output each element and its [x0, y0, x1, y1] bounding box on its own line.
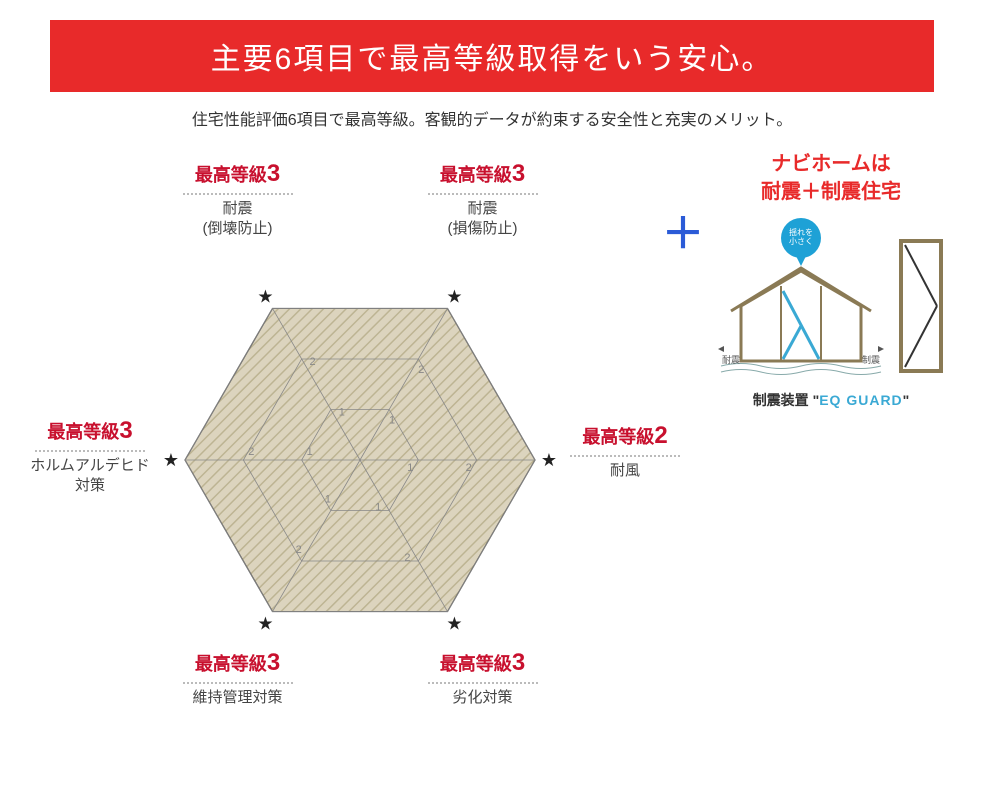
dotted-divider — [35, 450, 145, 452]
svg-text:揺れを小さく: 揺れを小さく — [789, 227, 813, 246]
grade: 最高等級3 — [153, 647, 323, 678]
axis-label: 最高等級3 維持管理対策 — [153, 647, 323, 708]
ring-label: 1 — [325, 493, 331, 505]
star-icon: ★ — [257, 286, 273, 306]
grade: 最高等級2 — [540, 420, 710, 451]
subtitle: 住宅性能評価6項目で最高等級。客観的データが約束する安全性と充実のメリット。 — [0, 106, 984, 130]
ring-label: 2 — [404, 552, 410, 564]
dotted-divider — [183, 682, 293, 684]
eq-guard: EQ GUARD — [819, 392, 902, 408]
ring-label: 2 — [466, 462, 472, 474]
house-diagram: 揺れを小さく耐震 制震 — [716, 216, 886, 376]
dotted-divider — [183, 193, 293, 195]
axis-name: ホルムアルデヒド対策 — [5, 456, 175, 495]
grade: 最高等級3 — [153, 158, 323, 189]
svg-text:耐震: 耐震 — [722, 354, 740, 365]
radar-chart: 121212121212★★★★★★ 最高等級3耐震(倒壊防止)最高等級3耐震(… — [60, 130, 660, 770]
damper-diagram — [896, 236, 946, 376]
banner-text: 主要6項目で最高等級取得をいう安心。 — [211, 43, 774, 76]
side-title-2: 耐震＋制震住宅 — [761, 181, 901, 203]
grade: 最高等級3 — [398, 647, 568, 678]
ring-label: 2 — [296, 544, 302, 556]
quote-close: " — [903, 392, 910, 408]
grade: 最高等級3 — [5, 415, 175, 446]
ring-label: 1 — [389, 414, 395, 426]
star-icon: ★ — [446, 614, 462, 634]
stage: 121212121212★★★★★★ 最高等級3耐震(倒壊防止)最高等級3耐震(… — [0, 130, 984, 770]
house-row: 揺れを小さく耐震 制震 — [696, 216, 966, 376]
side-title: ナビホームは 耐震＋制震住宅 — [696, 150, 966, 206]
grade: 最高等級3 — [398, 158, 568, 189]
star-icon: ★ — [446, 286, 462, 306]
ring-label: 1 — [375, 501, 381, 513]
side-title-1: ナビホームは — [771, 153, 890, 175]
dotted-divider — [570, 455, 680, 457]
dotted-divider — [428, 682, 538, 684]
ring-label: 1 — [339, 406, 345, 418]
banner: 主要6項目で最高等級取得をいう安心。 — [50, 20, 934, 92]
axis-label: 最高等級3 劣化対策 — [398, 647, 568, 708]
axis-name: 耐震(損傷防止) — [398, 199, 568, 238]
ring-label: 1 — [407, 462, 413, 474]
axis-label: 最高等級3 耐震(倒壊防止) — [153, 158, 323, 238]
dotted-divider — [428, 193, 538, 195]
ring-label: 2 — [248, 446, 254, 458]
ring-label: 1 — [307, 446, 313, 458]
axis-name: 耐風 — [540, 461, 710, 481]
axis-name: 耐震(倒壊防止) — [153, 199, 323, 238]
axis-label: 最高等級3 ホルムアルデヒド対策 — [5, 415, 175, 495]
device-caption: 制震装置 "EQ GUARD" — [696, 390, 966, 410]
axis-name: 維持管理対策 — [153, 688, 323, 708]
ring-label: 2 — [418, 364, 424, 376]
caption-pre: 制震装置 — [753, 392, 813, 408]
star-icon: ★ — [257, 614, 273, 634]
svg-text:制震: 制震 — [862, 354, 880, 365]
axis-name: 劣化対策 — [398, 688, 568, 708]
ring-label: 2 — [310, 356, 316, 368]
side-panel: ナビホームは 耐震＋制震住宅 揺れを小さく耐震 制震 制震装置 "EQ GUARD… — [696, 150, 966, 410]
axis-label: 最高等級3 耐震(損傷防止) — [398, 158, 568, 238]
axis-label: 最高等級2 耐風 — [540, 420, 710, 481]
